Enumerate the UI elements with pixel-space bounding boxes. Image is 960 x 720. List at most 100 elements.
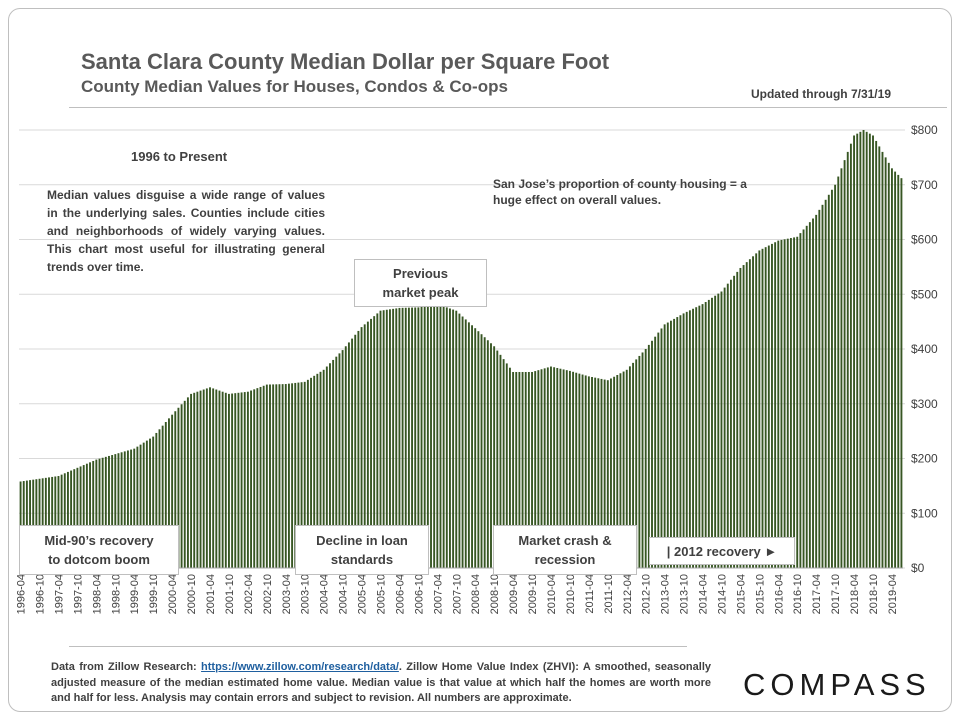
- x-tick-label: 2006-04: [394, 574, 406, 614]
- bar: [692, 308, 694, 568]
- zillow-research-link[interactable]: https://www.zillow.com/research/data/: [201, 661, 399, 673]
- bar: [411, 307, 414, 568]
- x-tick-label: 1996-10: [35, 574, 47, 614]
- bar: [262, 385, 265, 568]
- bar: [158, 429, 161, 568]
- bar: [597, 378, 600, 568]
- bar: [139, 444, 142, 568]
- bar: [38, 478, 41, 568]
- bar: [502, 359, 505, 568]
- bar: [89, 462, 91, 568]
- bar: [164, 422, 167, 568]
- bar: [884, 157, 887, 568]
- bar: [591, 377, 593, 568]
- bar: [256, 388, 259, 568]
- bar: [360, 327, 363, 568]
- bar: [123, 451, 126, 568]
- bar: [682, 313, 685, 568]
- bar: [534, 371, 537, 568]
- x-tick-label: 2007-10: [451, 574, 463, 614]
- bar: [572, 371, 575, 568]
- bar: [480, 334, 483, 568]
- bar: [363, 324, 366, 568]
- bar: [180, 404, 183, 568]
- bar: [385, 309, 388, 568]
- bar: [660, 328, 663, 568]
- bar: [562, 369, 565, 568]
- bar: [767, 245, 770, 568]
- bar: [341, 350, 344, 568]
- y-tick-label: $200: [911, 452, 938, 466]
- bar: [761, 248, 764, 568]
- y-tick-label: $500: [911, 287, 938, 301]
- bar: [196, 391, 199, 568]
- bar: [900, 178, 903, 568]
- bar: [269, 384, 271, 568]
- page-subtitle: County Median Values for Houses, Condos …: [81, 77, 508, 96]
- bar: [48, 477, 50, 568]
- bar: [209, 387, 211, 568]
- san-jose-note: San Jose’s proportion of county housing …: [493, 177, 747, 207]
- bar: [265, 384, 268, 568]
- bar: [483, 337, 486, 568]
- x-tick-label: 2008-04: [470, 574, 482, 614]
- bar: [202, 389, 205, 568]
- bar: [22, 481, 25, 568]
- bar: [521, 371, 524, 568]
- bar: [783, 239, 786, 568]
- bar: [673, 318, 676, 568]
- mid90s-callout: Mid-90’s recovery to dotcom boom: [19, 525, 179, 575]
- bar: [616, 375, 619, 568]
- bar: [707, 299, 710, 568]
- bar: [644, 349, 647, 568]
- x-tick-label: 1997-10: [72, 574, 84, 614]
- bar: [831, 189, 833, 569]
- bar: [310, 377, 312, 568]
- bar: [837, 176, 840, 568]
- bar: [325, 366, 328, 568]
- bar: [297, 382, 300, 568]
- bar: [486, 340, 489, 568]
- bar: [875, 140, 878, 568]
- bar: [878, 146, 881, 569]
- bar: [92, 460, 95, 568]
- bar: [155, 432, 158, 568]
- bar: [812, 218, 814, 568]
- bar: [329, 363, 331, 568]
- bar: [733, 275, 736, 568]
- bar: [827, 194, 830, 568]
- bar: [635, 359, 638, 568]
- bar: [275, 384, 278, 568]
- bar: [442, 306, 445, 568]
- bar: [250, 390, 252, 568]
- x-tick-label: 2015-04: [735, 574, 747, 614]
- x-tick-label: 2001-04: [205, 574, 217, 614]
- bar: [568, 370, 571, 568]
- bar: [512, 371, 515, 568]
- bar: [253, 389, 256, 568]
- bar: [171, 414, 174, 568]
- bar: [613, 376, 616, 568]
- bar: [477, 331, 480, 568]
- bar: [657, 332, 660, 568]
- bar: [455, 310, 458, 568]
- bar: [736, 271, 739, 568]
- bar: [499, 354, 502, 568]
- bar: [789, 238, 792, 569]
- bar: [594, 377, 597, 568]
- bar: [701, 304, 704, 568]
- bar: [638, 355, 641, 568]
- bar: [622, 371, 625, 568]
- bar: [101, 457, 104, 568]
- bar: [193, 392, 196, 568]
- bar: [553, 367, 556, 568]
- bar: [496, 350, 499, 568]
- bar: [231, 393, 234, 568]
- bar: [739, 267, 742, 568]
- callout-line: Mid-90’s recovery: [44, 533, 154, 548]
- x-tick-label: 2008-10: [489, 574, 501, 614]
- bar: [35, 479, 38, 568]
- bar: [215, 389, 218, 568]
- x-tick-label: 2009-10: [527, 574, 539, 614]
- bar: [161, 425, 164, 568]
